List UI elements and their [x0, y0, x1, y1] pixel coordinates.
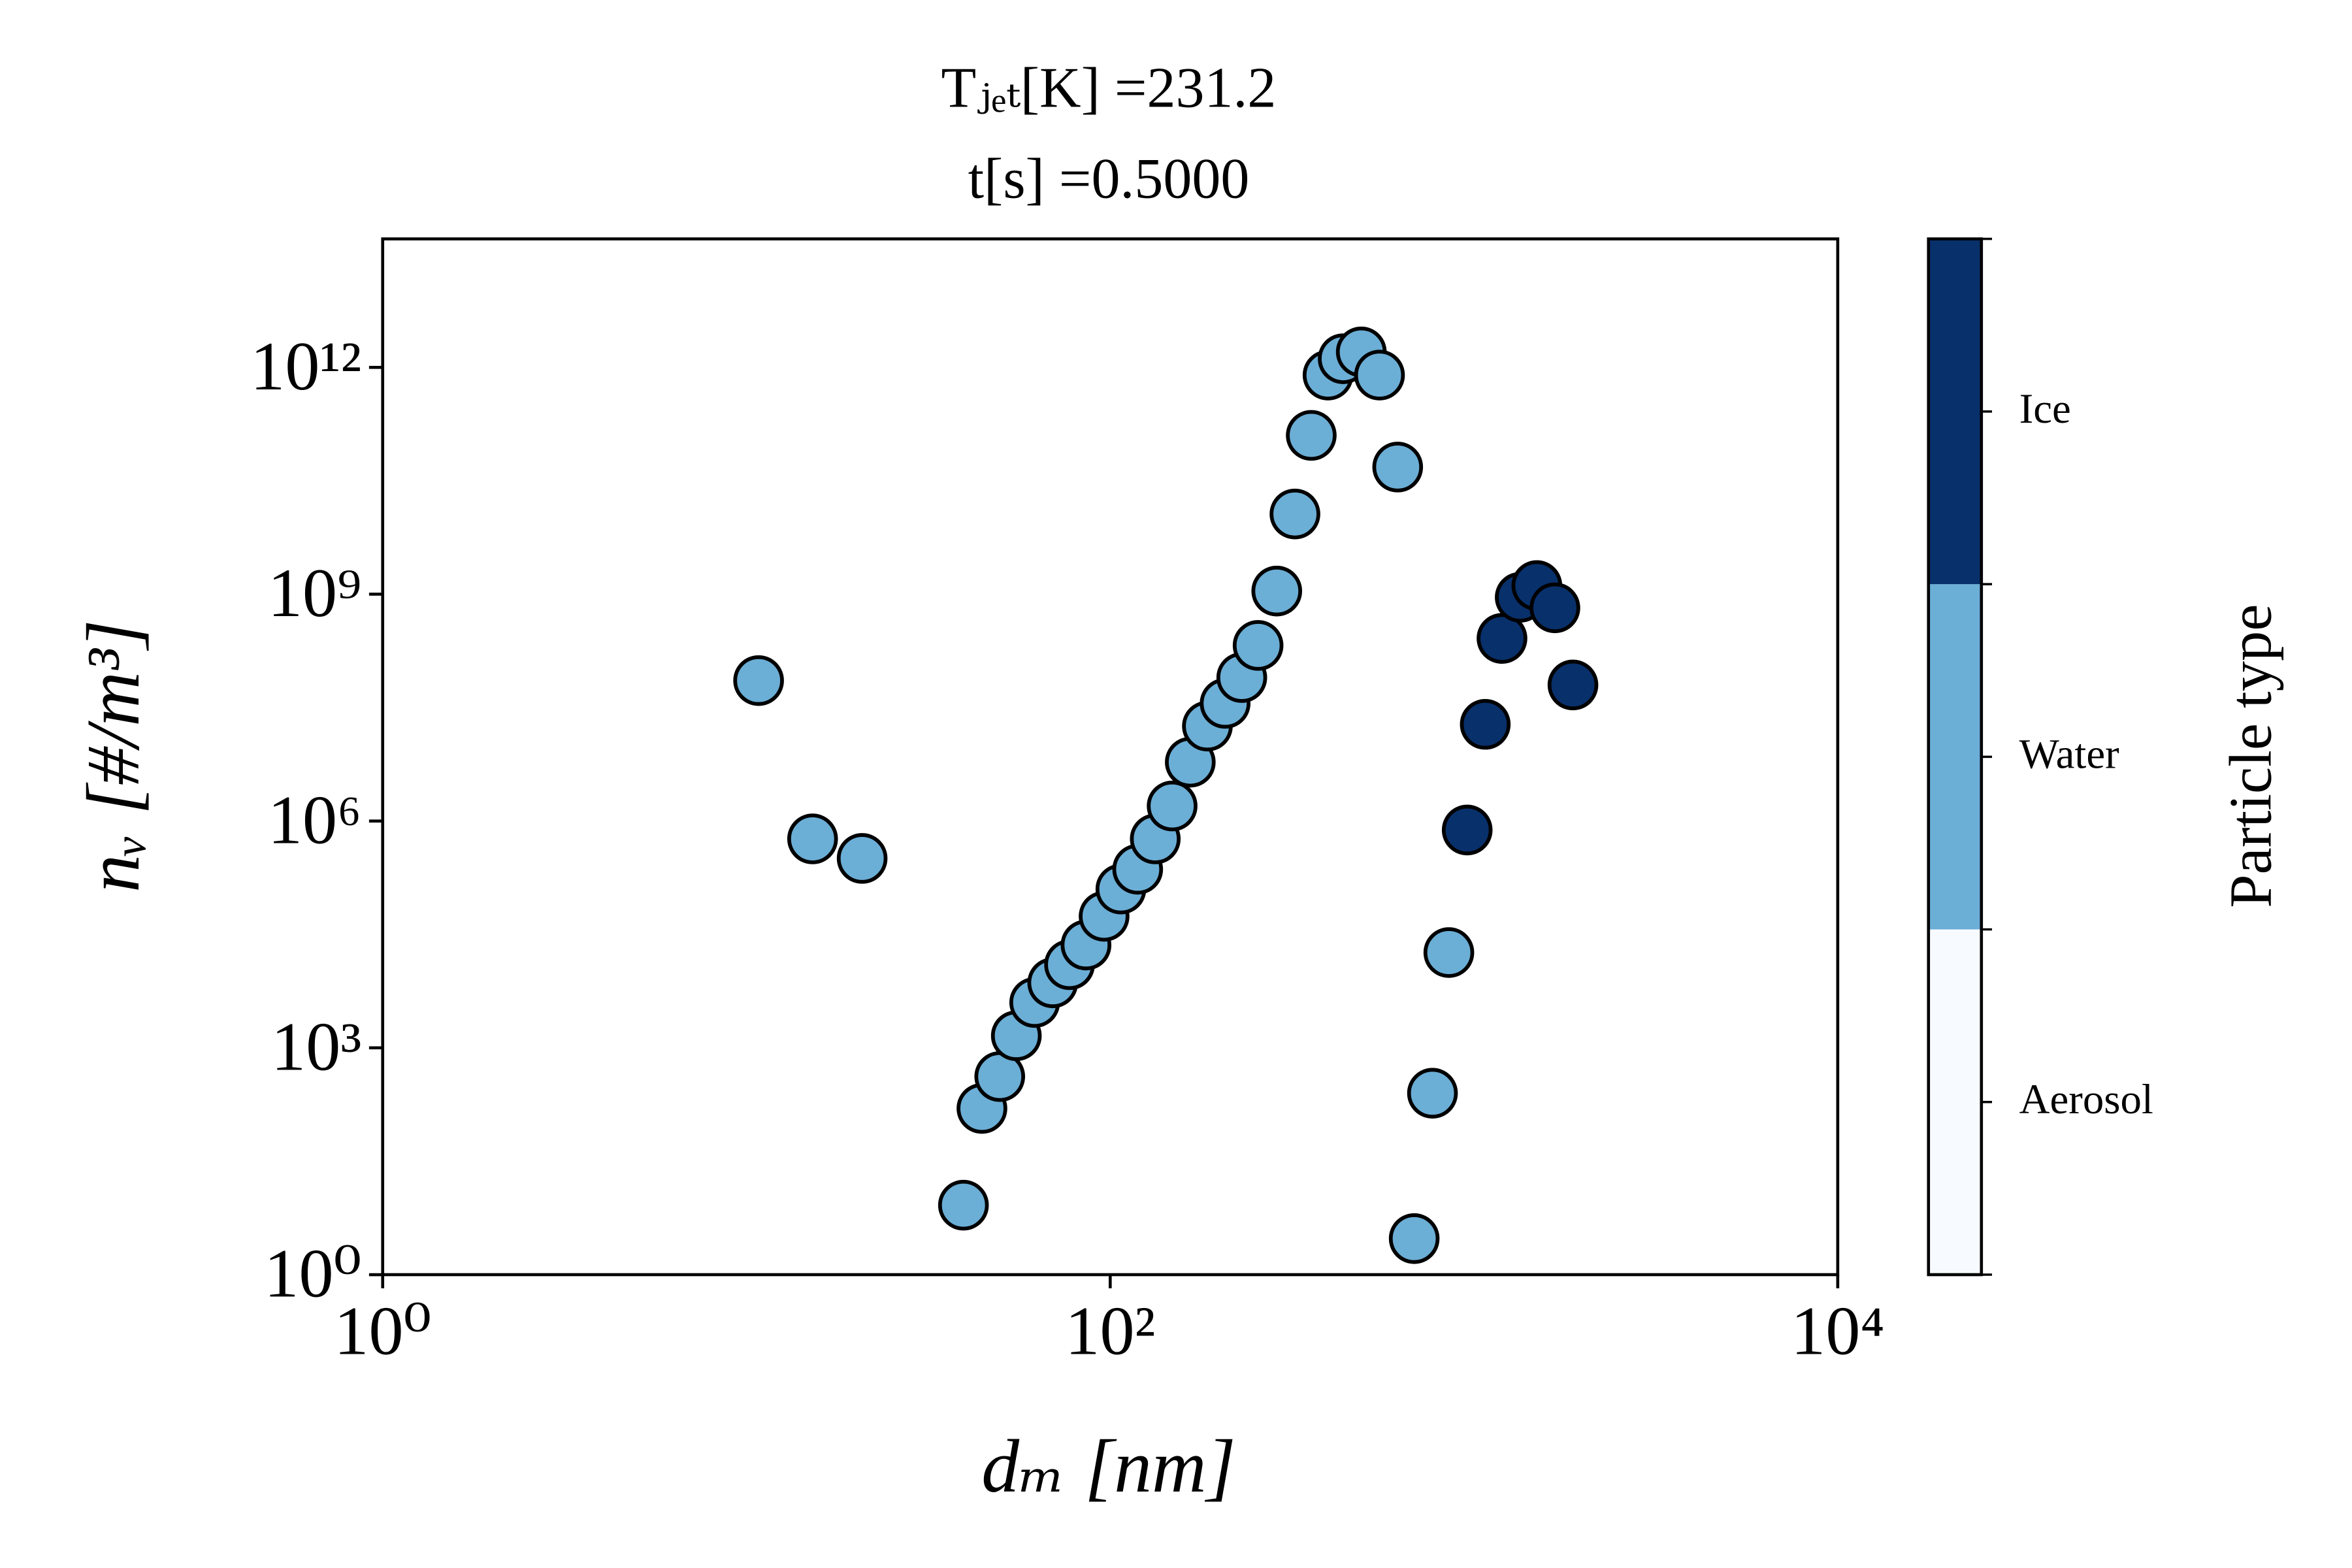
- data-point: [1407, 1068, 1458, 1119]
- colorbar-segment: [1928, 584, 1982, 930]
- data-point: [1286, 410, 1337, 461]
- data-point: [1547, 659, 1599, 711]
- data-point: [1441, 804, 1493, 856]
- y-tick-label: 10¹²: [250, 328, 361, 405]
- data-point: [1251, 565, 1303, 617]
- chart-title-line: Tⱼₑₜ[K] =231.2: [941, 57, 1277, 120]
- data-point: [733, 655, 784, 706]
- x-axis-label: dₘ [nm]: [981, 1425, 1235, 1509]
- data-point: [1232, 620, 1284, 671]
- y-tick-label: 10³: [271, 1009, 361, 1086]
- colorbar-category-label: Aerosol: [2019, 1076, 2153, 1123]
- y-tick-label: 10⁹: [268, 555, 362, 632]
- colorbar-category-label: Ice: [2019, 385, 2071, 433]
- y-tick-label: 10⁰: [264, 1235, 361, 1313]
- data-point: [1147, 780, 1198, 832]
- x-tick-label: 10²: [1065, 1293, 1155, 1370]
- colorbar-segment: [1928, 929, 1982, 1275]
- data-point: [1423, 927, 1475, 978]
- data-point: [1460, 698, 1511, 750]
- chart-title-line: t[s] =0.5000: [968, 148, 1250, 211]
- data-point: [1354, 350, 1405, 400]
- colorbar-label: Particle type: [2217, 604, 2284, 908]
- data-point: [787, 813, 838, 864]
- data-point: [938, 1179, 989, 1231]
- data-point: [1477, 613, 1527, 664]
- y-tick-label: 10⁶: [268, 781, 362, 858]
- x-tick-label: 10⁴: [1791, 1293, 1885, 1370]
- colorbar-frame: [1927, 237, 1984, 1277]
- colorbar-segment: [1928, 238, 1982, 585]
- x-tick-label: 10⁰: [334, 1293, 431, 1370]
- data-point: [1529, 582, 1580, 634]
- y-axis-label: nᵥ [#/m³]: [72, 619, 155, 892]
- data-point: [1269, 488, 1320, 540]
- data-point: [1372, 442, 1424, 493]
- plot-frame: [381, 237, 1840, 1277]
- data-point: [1388, 1213, 1440, 1264]
- data-point: [836, 833, 888, 884]
- colorbar-category-label: Water: [2019, 731, 2120, 778]
